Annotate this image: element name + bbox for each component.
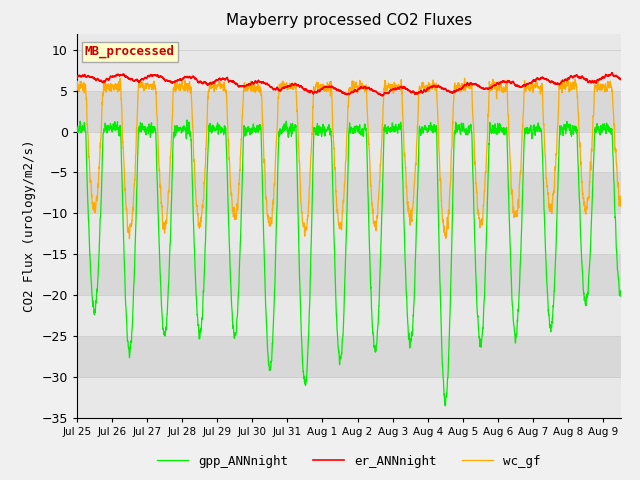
Line: wc_gf: wc_gf [77,78,621,239]
gpp_ANNnight [612,250,620,255]
Text: MB_processed: MB_processed [85,45,175,59]
er_ANNnight [335,87,343,93]
wc_gf [73,82,81,87]
er_ANNnight [617,77,625,83]
wc_gf [125,236,133,241]
Y-axis label: CO2 Flux (urology/m2/s): CO2 Flux (urology/m2/s) [23,139,36,312]
er_ANNnight [308,89,316,95]
wc_gf [320,86,328,92]
Bar [77,50,621,91]
Title: Mayberry processed CO2 Fluxes: Mayberry processed CO2 Fluxes [226,13,472,28]
Bar [77,91,621,132]
er_ANNnight [502,79,510,85]
wc_gf [381,78,388,84]
gpp_ANNnight [308,204,316,209]
wc_gf [617,193,625,199]
gpp_ANNnight [381,124,388,130]
Bar [77,132,621,172]
wc_gf [502,85,510,91]
er_ANNnight [381,90,388,96]
Line: gpp_ANNnight: gpp_ANNnight [77,120,621,406]
wc_gf [461,75,468,81]
gpp_ANNnight [502,126,510,132]
Line: er_ANNnight: er_ANNnight [77,73,621,96]
er_ANNnight [608,70,616,76]
wc_gf [612,162,620,168]
gpp_ANNnight [442,403,449,408]
gpp_ANNnight [320,126,328,132]
gpp_ANNnight [183,117,191,123]
er_ANNnight [612,73,620,79]
gpp_ANNnight [73,122,81,128]
Bar [77,295,621,336]
er_ANNnight [73,75,81,81]
Bar [77,377,621,418]
Bar [77,213,621,254]
wc_gf [335,221,343,227]
er_ANNnight [320,84,328,90]
gpp_ANNnight [617,288,625,293]
Legend: gpp_ANNnight, er_ANNnight, wc_gf: gpp_ANNnight, er_ANNnight, wc_gf [152,450,546,473]
Bar [77,336,621,377]
Bar [77,172,621,213]
Bar [77,254,621,295]
wc_gf [308,131,316,137]
gpp_ANNnight [335,352,343,358]
er_ANNnight [379,93,387,99]
